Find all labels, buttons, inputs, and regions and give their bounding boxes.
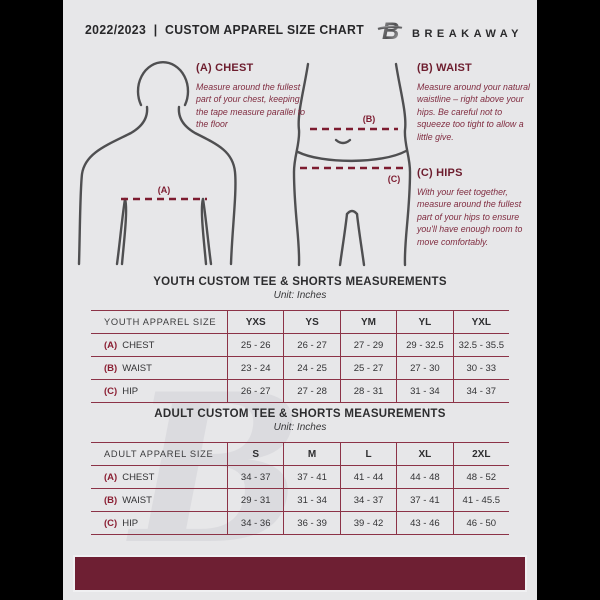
table-cell: 37 - 41	[283, 466, 339, 488]
table-cell: 29 - 31	[227, 489, 283, 511]
table-cell: 27 - 30	[396, 357, 452, 379]
table-cell: 34 - 37	[339, 489, 396, 511]
youth-header-row: YOUTH APPAREL SIZE YXS YS YM YL YXL	[91, 311, 509, 334]
table-row-chest: (A) CHEST 25 - 26 26 - 27 27 - 29 29 - 32…	[91, 334, 509, 357]
column-header: 2XL	[452, 443, 509, 465]
svg-text:B: B	[382, 18, 399, 45]
table-cell: 36 - 39	[283, 512, 339, 534]
table-cell: 41 - 44	[339, 466, 396, 488]
row-label: (C) HIP	[104, 385, 139, 397]
page-title: 2022/2023 | CUSTOM APPAREL SIZE CHART	[85, 22, 365, 37]
row-label: (B) WAIST	[104, 362, 152, 374]
table-cell: 27 - 28	[283, 380, 339, 402]
hips-heading: (C) HIPS	[417, 167, 463, 179]
table-cell: 26 - 27	[227, 380, 283, 402]
size-chart-page: B 2022/2023 | CUSTOM APPAREL SIZE CHART …	[63, 0, 537, 600]
table-cell: 34 - 37	[452, 380, 509, 402]
breakaway-logo-icon: B	[377, 17, 403, 50]
table-row-hip: (C) HIP 34 - 36 36 - 39 39 - 42 43 - 46 4…	[91, 512, 509, 535]
table-cell: 34 - 36	[227, 512, 283, 534]
table-cell: 37 - 41	[396, 489, 452, 511]
adult-table-title: ADULT CUSTOM TEE & SHORTS MEASUREMENTS	[154, 408, 446, 420]
hips-line-label: (C)	[388, 174, 401, 184]
adult-table-unit: Unit: Inches	[273, 422, 327, 433]
table-cell: 48 - 52	[452, 466, 509, 488]
youth-table-title: YOUTH CUSTOM TEE & SHORTS MEASUREMENTS	[153, 276, 447, 288]
table-cell: 46 - 50	[452, 512, 509, 534]
column-header: L	[339, 443, 396, 465]
chest-instructions: (A) CHEST Measure around the fullest par…	[196, 62, 309, 131]
chest-body-text: Measure around the fullest part of your …	[196, 82, 306, 130]
table-cell: 30 - 33	[452, 357, 509, 379]
brand-name: BREAKAWAY	[412, 27, 523, 40]
column-header: M	[283, 443, 339, 465]
waist-instructions: (B) WAIST Measure around your natural wa…	[417, 62, 530, 143]
adult-header-row: ADULT APPAREL SIZE S M L XL 2XL	[91, 443, 509, 466]
table-cell: 25 - 26	[227, 334, 283, 356]
chest-heading: (A) CHEST	[196, 62, 254, 74]
table-row-chest: (A) CHEST 34 - 37 37 - 41 41 - 44 44 - 48…	[91, 466, 509, 489]
table-cell: 26 - 27	[283, 334, 339, 356]
column-header: YOUTH APPAREL SIZE	[104, 317, 217, 327]
table-cell: 34 - 37	[227, 466, 283, 488]
waist-body-text: Measure around your natural waistline – …	[417, 82, 530, 142]
table-row-waist: (B) WAIST 29 - 31 31 - 34 34 - 37 37 - 41…	[91, 489, 509, 512]
table-cell: 31 - 34	[283, 489, 339, 511]
row-label: (C) HIP	[104, 517, 139, 529]
table-cell: 23 - 24	[227, 357, 283, 379]
table-row-waist: (B) WAIST 23 - 24 24 - 25 25 - 27 27 - 30…	[91, 357, 509, 380]
youth-size-table: YOUTH APPAREL SIZE YXS YS YM YL YXL (A) C…	[91, 310, 509, 403]
waist-heading: (B) WAIST	[417, 62, 472, 74]
column-header: S	[227, 443, 283, 465]
table-cell: 43 - 46	[396, 512, 452, 534]
table-cell: 25 - 27	[339, 357, 396, 379]
column-header: XL	[396, 443, 452, 465]
column-header: YXL	[452, 311, 509, 333]
table-row-hip: (C) HIP 26 - 27 27 - 28 28 - 31 31 - 34 3…	[91, 380, 509, 403]
table-cell: 41 - 45.5	[452, 489, 509, 511]
row-label: (A) CHEST	[104, 471, 155, 483]
table-cell: 31 - 34	[396, 380, 452, 402]
waist-line-label: (B)	[363, 114, 376, 124]
footer-accent-bar	[73, 555, 527, 592]
table-cell: 27 - 29	[339, 334, 396, 356]
adult-size-table: ADULT APPAREL SIZE S M L XL 2XL (A) CHEST…	[91, 442, 509, 535]
table-cell: 28 - 31	[339, 380, 396, 402]
chest-line-label: (A)	[158, 185, 171, 195]
row-label: (A) CHEST	[104, 339, 155, 351]
table-cell: 39 - 42	[339, 512, 396, 534]
hips-instructions: (C) HIPS With your feet together, measur…	[417, 167, 530, 248]
table-cell: 24 - 25	[283, 357, 339, 379]
brand-lockup: B BREAKAWAY	[377, 17, 523, 50]
column-header: YL	[396, 311, 452, 333]
lower-body-diagram: (B) (C)	[292, 62, 412, 272]
row-label: (B) WAIST	[104, 494, 152, 506]
column-header: YXS	[227, 311, 283, 333]
table-cell: 32.5 - 35.5	[452, 334, 509, 356]
table-cell: 29 - 32.5	[396, 334, 452, 356]
table-cell: 44 - 48	[396, 466, 452, 488]
column-header: YS	[283, 311, 339, 333]
column-header: YM	[339, 311, 396, 333]
torso-diagram: (A)	[75, 56, 247, 273]
column-header: ADULT APPAREL SIZE	[104, 449, 214, 459]
hips-body-text: With your feet together, measure around …	[417, 187, 523, 247]
youth-table-unit: Unit: Inches	[273, 290, 327, 301]
